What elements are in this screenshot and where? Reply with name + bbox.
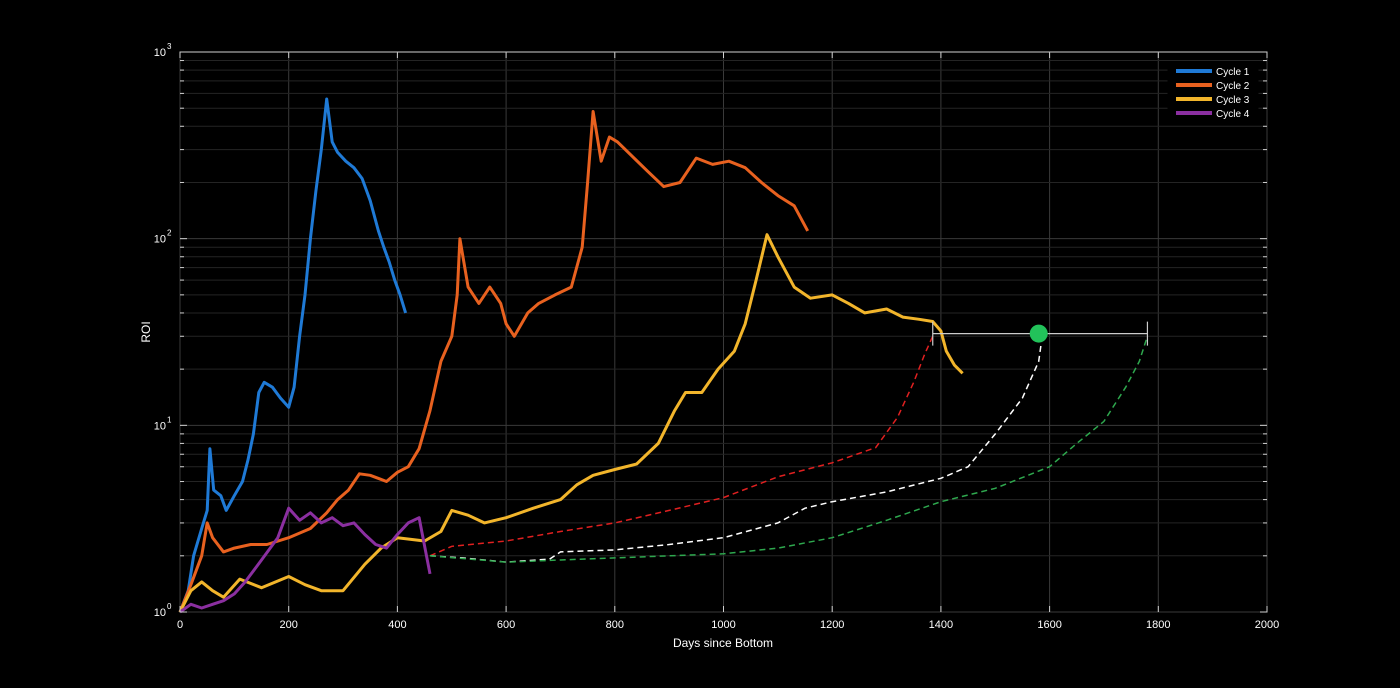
highlight-marker bbox=[1029, 324, 1048, 343]
legend: Cycle 1 Cycle 2 Cycle 3 Cycle 4 bbox=[1167, 61, 1259, 121]
x-tick-label: 1000 bbox=[711, 619, 735, 631]
legend-label: Cycle 4 bbox=[1216, 109, 1250, 120]
x-tick-label: 400 bbox=[388, 619, 406, 631]
series-lines bbox=[178, 97, 964, 614]
grid-lines bbox=[179, 52, 1268, 613]
projection-lines bbox=[429, 335, 1149, 563]
x-tick-label: 1800 bbox=[1146, 619, 1170, 631]
x-tick-label: 800 bbox=[606, 619, 624, 631]
x-tick-label: 200 bbox=[280, 619, 298, 631]
legend-entry: Cycle 3 bbox=[1176, 95, 1250, 106]
x-tick-label: 0 bbox=[177, 619, 183, 631]
legend-entry: Cycle 2 bbox=[1176, 81, 1250, 92]
series-line bbox=[179, 506, 432, 614]
legend-label: Cycle 1 bbox=[1216, 67, 1250, 78]
x-tick-label: 2000 bbox=[1255, 619, 1279, 631]
y-tick-exponent: 3 bbox=[167, 42, 172, 51]
x-tick-label: 1600 bbox=[1037, 619, 1061, 631]
x-tick-label: 1400 bbox=[929, 619, 953, 631]
legend-label: Cycle 2 bbox=[1216, 81, 1250, 92]
y-tick-label: 10 bbox=[154, 47, 166, 59]
series-line bbox=[178, 110, 810, 613]
y-tick-label: 10 bbox=[154, 234, 166, 246]
annotations bbox=[932, 321, 1149, 346]
series-line bbox=[178, 97, 408, 613]
y-tick-exponent: 2 bbox=[167, 229, 172, 238]
y-tick-exponent: 0 bbox=[167, 602, 172, 611]
y-axis-label: ROI bbox=[139, 321, 153, 342]
projection-line bbox=[429, 341, 1043, 563]
legend-entry: Cycle 4 bbox=[1176, 109, 1250, 120]
y-tick-label: 10 bbox=[154, 607, 166, 619]
projection-line bbox=[429, 336, 1149, 563]
series-line bbox=[178, 233, 964, 613]
y-tick-exponent: 1 bbox=[167, 415, 172, 424]
x-tick-label: 1200 bbox=[820, 619, 844, 631]
x-tick-label: 600 bbox=[497, 619, 515, 631]
legend-label: Cycle 3 bbox=[1216, 95, 1250, 106]
legend-entry: Cycle 1 bbox=[1176, 67, 1250, 78]
x-axis-label: Days since Bottom bbox=[673, 636, 773, 650]
x-axis-ticks: 0 200 400 600 800 1000 1200 1400 1600 1800 2000 bbox=[177, 52, 1279, 631]
y-tick-label: 10 bbox=[154, 420, 166, 432]
